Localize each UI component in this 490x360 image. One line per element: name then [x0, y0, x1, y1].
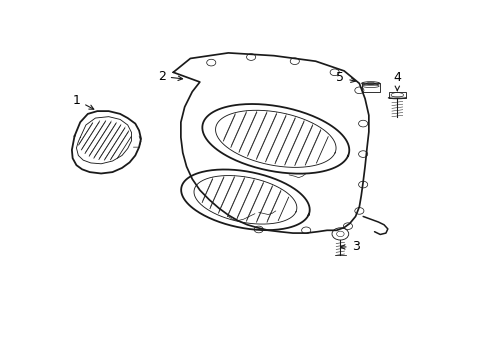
Bar	[362, 84, 380, 92]
Text: 5: 5	[336, 71, 355, 84]
Text: 2: 2	[158, 70, 183, 83]
Text: 4: 4	[393, 71, 401, 91]
Text: 1: 1	[73, 94, 94, 109]
Text: 3: 3	[341, 240, 360, 253]
Bar	[389, 92, 406, 98]
